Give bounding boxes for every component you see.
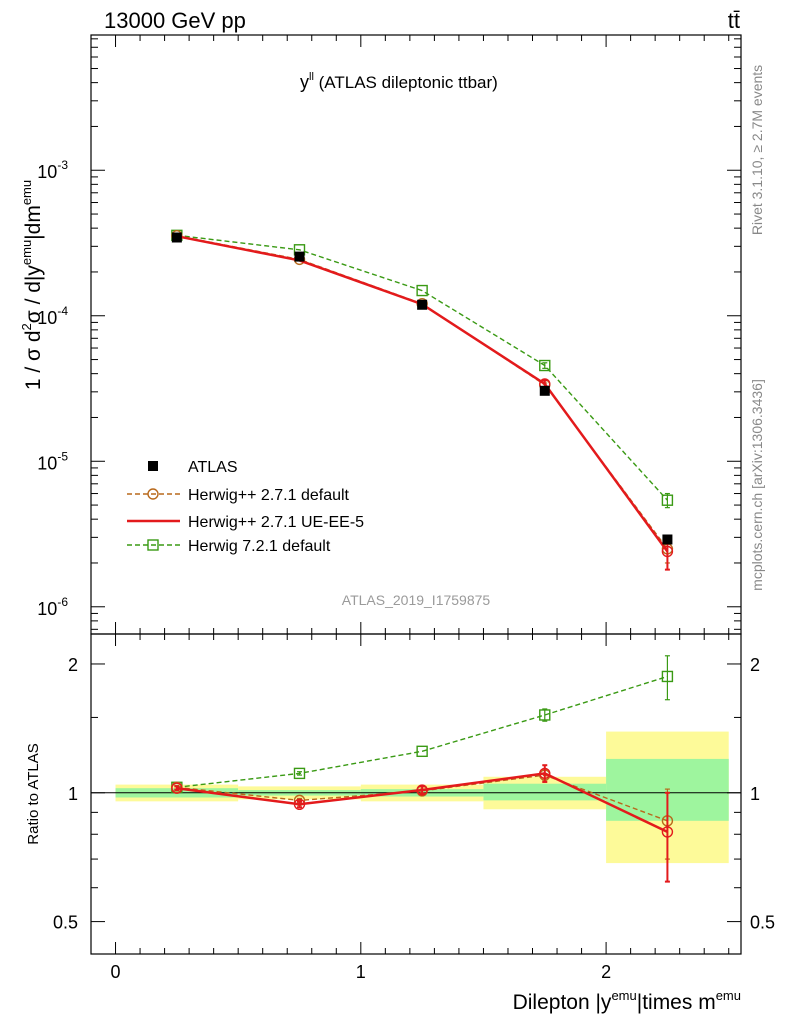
- x-tick-label: 0: [111, 962, 121, 982]
- main-atlas-point: [171, 232, 182, 243]
- legend-marker: [148, 461, 158, 471]
- ratio-y-tick-label-right: 0.5: [750, 913, 775, 933]
- ratio-frame: [90, 633, 742, 955]
- main-herwig-7-2-1-default-point: [539, 359, 551, 372]
- analysis-watermark: ATLAS_2019_I1759875: [342, 592, 491, 608]
- ratio-herwig-2-7-1-ue-ee-5-point: [416, 784, 428, 796]
- ratio-herwig-7-2-1-default-point: [539, 709, 551, 721]
- source-label: mcplots.cern.ch [arXiv:1306.3436]: [749, 379, 765, 591]
- ratio-herwig-2-7-1-ue-ee-5-point: [539, 767, 551, 780]
- main-atlas-point: [539, 385, 550, 396]
- rivet-version-label: Rivet 3.1.10, ≥ 2.7M events: [749, 65, 765, 235]
- ratio-herwig-2-7-1-ue-ee-5-point: [293, 798, 306, 810]
- y-axis-label: 1 / σ d2σ / d|yemu|dmemu: [19, 180, 45, 390]
- ratio-herwig-7-2-1-default-point: [661, 670, 674, 683]
- legend-label: Herwig++ 2.7.1 default: [188, 487, 350, 504]
- ratio-band-inner: [483, 783, 607, 801]
- x-tick-label: 2: [601, 962, 611, 982]
- main-herwig-7-2-1-default-point: [416, 284, 428, 297]
- main-herwig-7-2-1-default-line: [176, 234, 668, 501]
- energy-label: 13000 GeV pp: [104, 8, 246, 33]
- main-y-tick-label: 10-5: [37, 449, 68, 473]
- ratio-herwig-2-7-1-default-line: [176, 774, 668, 822]
- main-herwig-2-7-1-ue-ee-5-line: [176, 234, 669, 553]
- main-y-tick-label: 10-4: [37, 304, 68, 328]
- legend-label: Herwig++ 2.7.1 UE-EE-5: [188, 514, 364, 531]
- legend-marker: [147, 539, 159, 551]
- ratio-herwig-2-7-1-ue-ee-5-point: [661, 826, 674, 838]
- main-panel: 10-3 10-4 10-5 10-6 yll (ATLAS dileptonic t…: [19, 34, 742, 635]
- main-atlas-point: [662, 534, 673, 545]
- legend-label: ATLAS: [188, 459, 238, 476]
- process-label: tt̄: [728, 8, 740, 33]
- main-herwig-2-7-1-ue-ee-5-point: [661, 545, 674, 558]
- ratio-y-tick-label-right: 1: [750, 784, 760, 804]
- ratio-herwig-2-7-1-ue-ee-5-point: [171, 782, 183, 794]
- main-herwig-7-2-1-default-point: [661, 494, 674, 506]
- legend: ATLAS Herwig++ 2.7.1 default Herwig++ 2.7.…: [127, 459, 364, 555]
- main-y-tick-label: 10-6: [37, 595, 68, 619]
- main-title: yll (ATLAS dileptonic ttbar): [300, 71, 498, 92]
- ratio-y-axis-label: Ratio to ATLAS: [25, 743, 42, 844]
- ratio-herwig-7-2-1-default-point: [416, 745, 428, 758]
- ratio-panel: 0 1 2 0.5 0.5 1 1 2 2 Ratio to ATLAS Dilepton |y…: [25, 633, 775, 1014]
- ratio-y-tick-label: 1: [68, 784, 78, 804]
- main-y-tick-label: 10-3: [37, 158, 68, 182]
- legend-marker: [147, 488, 159, 500]
- ratio-y-tick-label-right: 2: [750, 655, 760, 675]
- ratio-y-tick-label: 0.5: [53, 913, 78, 933]
- main-atlas-point: [294, 251, 305, 262]
- ratio-herwig-7-2-1-default-line: [176, 675, 668, 788]
- ratio-herwig-7-2-1-default-point: [293, 767, 306, 780]
- main-atlas-point: [417, 299, 428, 310]
- ratio-y-tick-label: 2: [68, 655, 78, 675]
- x-axis-label: Dilepton |yemu|times memu: [513, 988, 741, 1014]
- legend-label: Herwig 7.2.1 default: [188, 538, 331, 555]
- x-tick-label: 1: [356, 962, 366, 982]
